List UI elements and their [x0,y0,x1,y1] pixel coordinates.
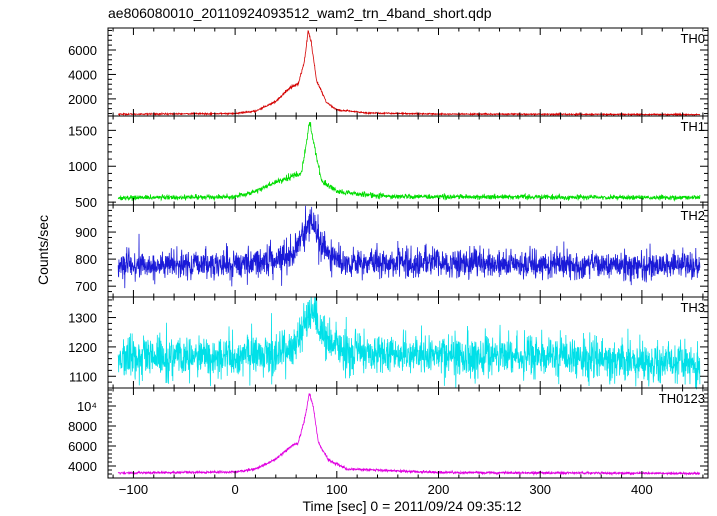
panel-label: TH0123 [659,391,705,406]
y-tick-label: 4000 [68,459,97,474]
x-tick-label: 400 [631,482,653,497]
y-tick-label: 6000 [68,439,97,454]
series-th1 [117,121,701,202]
x-tick-label: 300 [529,482,551,497]
y-tick-label: 6000 [68,43,97,58]
y-tick-label: 700 [75,279,97,294]
panel-label: TH1 [680,119,705,134]
x-tick-label: −100 [119,482,148,497]
series-th3 [117,296,701,390]
panel-label: TH3 [680,300,705,315]
series-th0123 [117,393,701,477]
panel-label: TH0 [680,31,705,46]
x-tick-label: 100 [326,482,348,497]
panel-th1: 500 1000 1500 TH1 [68,115,709,210]
series-th0 [117,30,701,117]
chart-title: ae806080010_20110924093512_wam2_trn_4ban… [108,5,492,21]
y-tick-label: 1300 [68,311,97,326]
panel-th2: 700 800 900 TH2 [75,204,709,298]
y-tick-label: 8000 [68,419,97,434]
y-tick-label: 1500 [68,123,97,138]
y-tick-label-power: 10⁴ [77,399,97,414]
panel-frame [107,387,709,479]
panel-th0: 2000 4000 6000 TH0 [68,27,709,117]
panel-th0123: 4000 6000 8000 10⁴ TH0123 [68,387,709,479]
y-tick-label: 900 [75,225,97,240]
panel-th3: 1100 1200 1300 TH3 [68,296,709,390]
y-axis-label: Counts/sec [35,215,51,285]
panel-label: TH2 [680,208,705,223]
panel-frame [107,27,709,117]
y-tick-label: 1100 [69,369,97,384]
y-tick-label: 1200 [68,340,97,355]
y-tick-label: 500 [75,195,97,210]
panel-frame [107,115,709,206]
x-axis-label: Time [sec] 0 = 2011/09/24 09:35:12 [302,498,521,514]
panels-group: 2000 4000 6000 TH0 500 1000 1500 TH1 700 800 900 TH… [68,27,709,479]
x-axis: −100 0 100 200 300 400 [119,482,653,497]
y-tick-label: 2000 [68,92,97,107]
x-tick-label: 200 [428,482,450,497]
y-tick-label: 4000 [68,67,97,82]
x-tick-label: 0 [232,482,239,497]
series-th2 [117,205,701,289]
y-tick-label: 1000 [68,159,97,174]
y-tick-label: 800 [75,252,97,267]
